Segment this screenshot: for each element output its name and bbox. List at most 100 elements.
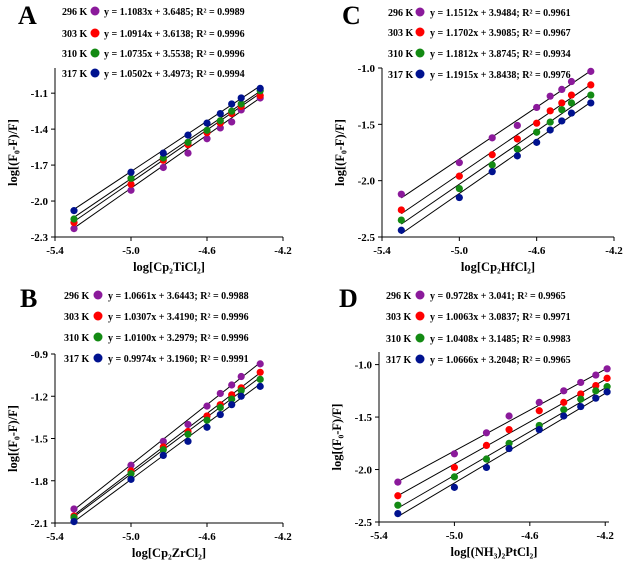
data-point-296k <box>216 389 224 398</box>
data-point-317k <box>127 168 135 176</box>
legend-equation: y = 1.0735x + 3.5538; R² = 0.9996 <box>104 49 245 60</box>
legend-marker <box>415 48 425 58</box>
x-tick-label: -5.4 <box>370 530 388 542</box>
data-point-317k <box>535 426 543 434</box>
data-point-296k <box>533 103 541 112</box>
panel-label: B <box>20 284 37 313</box>
legend-marker <box>415 354 425 364</box>
x-axis-label: log[Cp₂ZrCl₂] <box>132 546 206 560</box>
data-point-317k <box>70 207 78 215</box>
x-tick-label: -4.2 <box>597 530 615 542</box>
data-point-317k <box>216 109 224 118</box>
data-point-296k <box>577 378 585 387</box>
data-point-317k <box>577 402 585 411</box>
data-point-303k <box>592 381 600 390</box>
legend-marker <box>415 290 425 300</box>
data-point-296k <box>203 135 211 143</box>
y-tick-label: -2.0 <box>31 196 49 208</box>
legend-equation: y = 0.9728x + 3.041; R² = 0.9965 <box>430 291 566 302</box>
data-point-296k <box>127 186 135 194</box>
x-tick-label: -5.4 <box>46 245 64 257</box>
data-point-317k <box>546 126 554 134</box>
data-point-296k <box>70 225 78 233</box>
data-point-310k <box>184 138 192 146</box>
x-tick-label: -4.2 <box>274 531 292 543</box>
data-point-310k <box>228 107 236 115</box>
chart-panel-a: A -5.4 -5.0 -4.6 -4.2 -2.3 -2.0 -1.7 -1.4 -1.1 log… <box>6 1 292 274</box>
data-point-310k <box>587 91 595 99</box>
y-tick-label: -2.3 <box>31 232 49 244</box>
data-point-303k <box>560 398 568 406</box>
data-point-303k <box>546 107 554 115</box>
data-point-296k <box>546 92 554 100</box>
data-point-310k <box>216 403 224 412</box>
data-point-310k <box>127 470 135 478</box>
data-point-317k <box>533 138 541 146</box>
legend-marker <box>90 68 100 78</box>
data-point-296k <box>603 365 611 373</box>
data-point-296k <box>159 163 167 172</box>
y-tick-label: -2.5 <box>355 517 373 529</box>
x-tick-label: -5.4 <box>373 245 391 257</box>
data-point-310k <box>546 118 554 126</box>
data-point-317k <box>184 437 192 445</box>
data-point-317k <box>228 100 236 108</box>
legend-equation: y = 0.9974x + 3.1960; R² = 0.9991 <box>108 354 249 365</box>
x-tick-label: -4.6 <box>198 245 216 257</box>
legend-equation: y = 1.1512x + 3.9484; R² = 0.9961 <box>430 8 571 19</box>
legend-temperature: 310 K <box>64 333 90 344</box>
y-tick-label: -1.5 <box>355 412 373 424</box>
data-point-317k <box>237 392 245 400</box>
legend-marker <box>93 332 103 342</box>
legend-equation: y = 1.0063x + 3.0837; R² = 0.9971 <box>430 312 571 323</box>
data-point-317k <box>587 99 595 107</box>
data-point-296k <box>70 505 78 513</box>
data-point-310k <box>488 161 496 169</box>
y-axis-label: log[(F₀-F)/F] <box>6 405 20 472</box>
y-tick-label: -0.9 <box>31 349 49 361</box>
legend-equation: y = 1.0408x + 3.1485; R² = 0.9983 <box>430 334 571 345</box>
y-tick-label: -1.0 <box>355 360 373 372</box>
legend-temperature: 303 K <box>62 29 88 40</box>
fit-line-310k <box>401 93 592 225</box>
legend-equation: y = 1.1812x + 3.8745; R² = 0.9934 <box>430 49 571 60</box>
data-point-296k <box>228 381 236 389</box>
data-point-296k <box>535 398 543 406</box>
data-point-310k <box>482 455 491 463</box>
data-point-303k <box>455 172 463 180</box>
panel-label: A <box>18 1 37 30</box>
legend-temperature: 310 K <box>62 49 88 60</box>
y-tick-label: -2.1 <box>31 518 48 530</box>
legend-temperature: 317 K <box>64 354 90 365</box>
data-point-303k <box>450 463 459 472</box>
legend-equation: y = 1.0307x + 3.4190; R² = 0.9996 <box>108 312 249 323</box>
data-point-296k <box>394 478 402 486</box>
data-point-317k <box>482 463 491 472</box>
data-point-317k <box>256 382 264 390</box>
data-point-310k <box>513 145 521 153</box>
data-point-310k <box>203 126 211 134</box>
data-point-310k <box>256 375 264 383</box>
x-tick-label: -5.0 <box>122 245 140 257</box>
legend-equation: y = 1.1702x + 3.9085; R² = 0.9967 <box>430 28 571 39</box>
x-tick-label: -5.0 <box>122 531 140 543</box>
data-point-317k <box>567 109 576 117</box>
legend-marker <box>90 48 100 58</box>
data-point-296k <box>228 118 236 126</box>
data-point-317k <box>70 517 78 526</box>
data-point-296k <box>488 134 496 142</box>
legend-temperature: 296 K <box>62 7 88 18</box>
data-point-317k <box>127 475 135 483</box>
data-point-317k <box>560 412 568 420</box>
fit-line-317k <box>401 101 592 235</box>
data-point-310k <box>237 387 245 395</box>
data-point-303k <box>482 441 491 449</box>
legend-marker <box>415 7 425 17</box>
y-tick-label: -2.0 <box>355 465 373 477</box>
data-point-317k <box>394 510 402 518</box>
data-point-303k <box>394 492 402 500</box>
data-point-296k <box>513 121 521 130</box>
x-tick-label: -5.0 <box>446 530 464 542</box>
data-point-317k <box>513 152 521 160</box>
